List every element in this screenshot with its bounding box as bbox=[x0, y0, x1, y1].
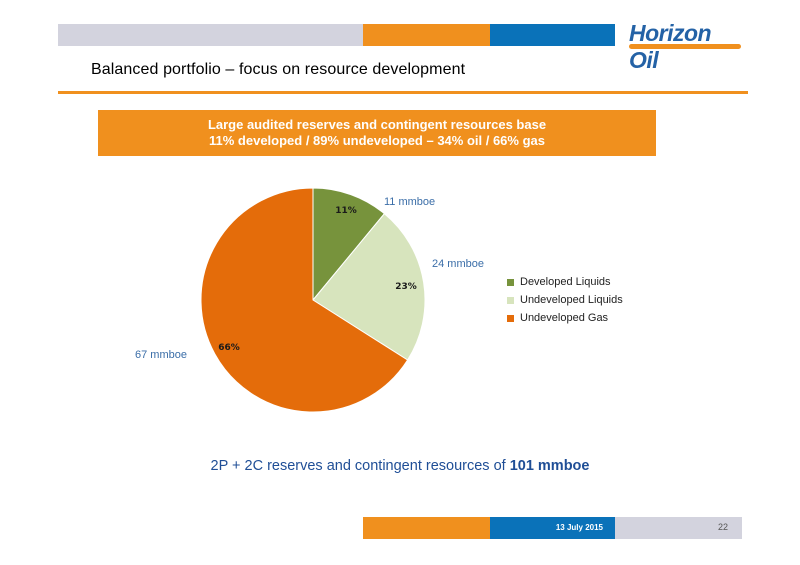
banner-line-2: 11% developed / 89% undeveloped – 34% oi… bbox=[209, 133, 545, 148]
legend-swatch bbox=[507, 314, 514, 322]
logo-text: Horizon Oil bbox=[629, 20, 712, 73]
legend-label: Undeveloped Gas bbox=[520, 312, 609, 324]
footer-band-orange bbox=[363, 517, 490, 539]
slide-title: Balanced portfolio – focus on resource d… bbox=[91, 61, 466, 78]
callout-developed-liquids: 11 mmboe bbox=[384, 196, 436, 208]
legend-label: Undeveloped Liquids bbox=[520, 294, 623, 306]
legend-item-developed-liquids: Developed Liquids bbox=[507, 276, 611, 288]
legend-swatch bbox=[507, 296, 514, 304]
footer-date: 13 July 2015 bbox=[555, 523, 603, 532]
title-rule bbox=[58, 91, 748, 94]
pct-label-undeveloped-liquids: 23% bbox=[395, 282, 417, 292]
legend-label: Developed Liquids bbox=[520, 276, 611, 288]
pct-label-undeveloped-gas: 66% bbox=[218, 343, 240, 353]
slice-developed-liquids bbox=[312, 187, 386, 302]
logo-swoosh bbox=[629, 44, 741, 49]
legend-item-undeveloped-liquids: Undeveloped Liquids bbox=[507, 294, 623, 306]
header-band-orange bbox=[363, 24, 490, 46]
pct-label-developed-liquids: 11% bbox=[335, 206, 357, 216]
callout-undeveloped-gas: 67 mmboe bbox=[135, 349, 187, 361]
header-band-grey bbox=[58, 24, 363, 46]
company-logo: Horizon Oil bbox=[627, 20, 745, 73]
footer-band-grey: 22 bbox=[615, 517, 742, 539]
slice-undeveloped-liquids bbox=[312, 212, 426, 361]
summary-total: 101 mmboe bbox=[509, 458, 590, 474]
legend-item-undeveloped-gas: Undeveloped Gas bbox=[507, 312, 608, 324]
legend-swatch bbox=[507, 278, 514, 286]
header-band-blue bbox=[490, 24, 615, 46]
key-message-banner: Large audited reserves and contingent re… bbox=[98, 110, 656, 156]
summary-prefix: 2P + 2C reserves and contingent resource… bbox=[210, 458, 510, 474]
footer-band-blue: 13 July 2015 bbox=[490, 517, 615, 539]
slice-undeveloped-gas bbox=[200, 187, 409, 413]
summary-text: 2P + 2C reserves and contingent resource… bbox=[0, 458, 800, 474]
callout-undeveloped-liquids: 24 mmboe bbox=[432, 258, 484, 270]
banner-line-1: Large audited reserves and contingent re… bbox=[207, 117, 547, 132]
page-number: 22 bbox=[717, 522, 728, 532]
